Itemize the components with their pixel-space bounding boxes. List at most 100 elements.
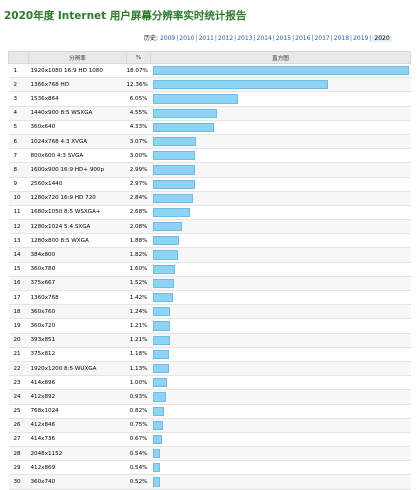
bar-cell (150, 247, 411, 263)
table-row: 7 800x600 4:3 SVGA 3.00% (8, 148, 411, 164)
rank-cell: 11 (8, 205, 29, 221)
year-link-2011[interactable]: 2011 (198, 35, 214, 42)
table-row: 5 360x640 4.33% (8, 120, 411, 135)
year-separator: | (272, 35, 275, 42)
resolution-cell: 1360x768 (28, 290, 127, 306)
resolution-cell: 1680x1050 8:5 WSXGA+ (28, 205, 127, 221)
bar (152, 378, 167, 388)
table-row: 26 412x846 0.75% (8, 418, 411, 433)
header-percent: % (126, 51, 151, 64)
rank-cell: 8 (8, 162, 29, 178)
rank-cell: 13 (8, 233, 29, 249)
percent-cell: 1.82% (126, 247, 151, 263)
bar (152, 94, 239, 104)
percent-cell: 2.68% (126, 205, 151, 221)
percent-cell: 1.00% (126, 375, 151, 391)
percent-cell: 1.13% (126, 361, 151, 377)
bar-cell (150, 361, 411, 377)
resolution-cell: 2048x1152 (28, 446, 127, 462)
bar (152, 122, 214, 132)
resolution-cell: 1600x900 16:9 HD+ 900p (28, 162, 127, 178)
resolution-cell: 375x812 (28, 347, 127, 362)
percent-cell: 1.88% (126, 233, 151, 249)
resolution-cell: 393x851 (28, 333, 127, 348)
year-link-2013[interactable]: 2013 (237, 35, 253, 42)
bar-cell (150, 446, 411, 462)
year-link-2009[interactable]: 2009 (159, 35, 176, 42)
bar (152, 307, 171, 317)
resolution-cell: 1920x1200 8:5 WUXGA (28, 361, 127, 377)
bar-cell (150, 262, 411, 277)
bar-cell (150, 162, 411, 178)
bar-cell (150, 276, 411, 292)
table-row: 1 1920x1080 16:9 HD 1080 18.07% (8, 63, 411, 79)
year-separator: | (330, 35, 333, 42)
table-row: 11 1680x1050 8:5 WSXGA+ 2.68% (8, 205, 411, 221)
rank-cell: 26 (8, 418, 29, 433)
percent-cell: 4.55% (126, 106, 151, 121)
year-link-2010[interactable]: 2010 (179, 35, 195, 42)
rank-cell: 4 (8, 106, 29, 121)
year-separator: | (176, 35, 179, 42)
table-row: 15 360x780 1.60% (8, 262, 411, 277)
bar-cell (150, 205, 411, 221)
resolution-cell: 768x1024 (28, 404, 127, 419)
year-link-2019[interactable]: 2019 (353, 35, 369, 42)
resolution-cell: 360x720 (28, 318, 127, 334)
year-link-2014[interactable]: 2014 (256, 35, 272, 42)
bar (152, 434, 162, 445)
rank-cell: 3 (8, 91, 29, 107)
resolution-table: 分辨率 % 直方图 1 1920x1080 16:9 HD 1080 18.07% 2… (8, 51, 411, 490)
history-label: 历史: (144, 35, 159, 42)
bar-cell (150, 63, 411, 79)
table-row: 9 2560x1440 2.97% (8, 177, 411, 192)
bar-cell (150, 474, 411, 490)
bar (152, 80, 328, 90)
table-row: 8 1600x900 16:9 HD+ 900p 2.99% (8, 162, 411, 178)
bar (152, 250, 179, 260)
year-link-2017[interactable]: 2017 (314, 35, 330, 42)
year-link-2018[interactable]: 2018 (333, 35, 350, 42)
percent-cell: 0.93% (126, 389, 151, 405)
rank-cell: 17 (8, 290, 29, 306)
bar-cell (150, 304, 411, 320)
history-years: 2009|2010|2011|2012|2013|2014|2015|2016|… (160, 35, 392, 42)
table-row: 2 1366x768 HD 12.36% (8, 77, 411, 93)
rank-cell: 20 (8, 333, 29, 348)
resolution-cell: 360x760 (28, 304, 127, 320)
table-row: 12 1280x1024 5:4 SXGA 2.08% (8, 219, 411, 235)
resolution-cell: 1024x768 4:3 XVGA (28, 134, 127, 150)
resolution-cell: 360x640 (28, 120, 127, 135)
percent-cell: 1.18% (126, 347, 151, 362)
percent-cell: 4.33% (126, 120, 151, 135)
rank-cell: 23 (8, 375, 29, 391)
bar (152, 151, 195, 161)
rank-cell: 24 (8, 389, 29, 405)
percent-cell: 0.54% (126, 460, 151, 476)
table-row: 29 412x869 0.54% (8, 460, 411, 476)
year-link-2015[interactable]: 2015 (275, 35, 292, 42)
percent-cell: 2.97% (126, 177, 151, 192)
bar-cell (150, 418, 411, 433)
percent-cell: 0.54% (126, 446, 151, 462)
resolution-cell: 1280x800 8:5 WXGA (28, 233, 127, 249)
bar-cell (150, 106, 411, 121)
bar-cell (150, 432, 411, 448)
table-row: 21 375x812 1.18% (8, 347, 411, 362)
percent-cell: 0.67% (126, 432, 151, 448)
percent-cell: 3.00% (126, 148, 151, 164)
rank-cell: 2 (8, 77, 29, 93)
bar-cell (150, 404, 411, 419)
bar (152, 420, 164, 430)
table-row: 17 1360x768 1.42% (8, 290, 411, 306)
resolution-cell: 375x667 (28, 276, 127, 292)
year-link-2012[interactable]: 2012 (217, 35, 234, 42)
bar-cell (150, 460, 411, 476)
table-row: 23 414x896 1.00% (8, 375, 411, 391)
bar (152, 165, 195, 175)
bar-cell (150, 318, 411, 334)
bar (152, 278, 175, 288)
year-link-2016[interactable]: 2016 (295, 35, 311, 42)
rank-cell: 22 (8, 361, 29, 377)
table-row: 30 360x740 0.52% (8, 474, 411, 490)
